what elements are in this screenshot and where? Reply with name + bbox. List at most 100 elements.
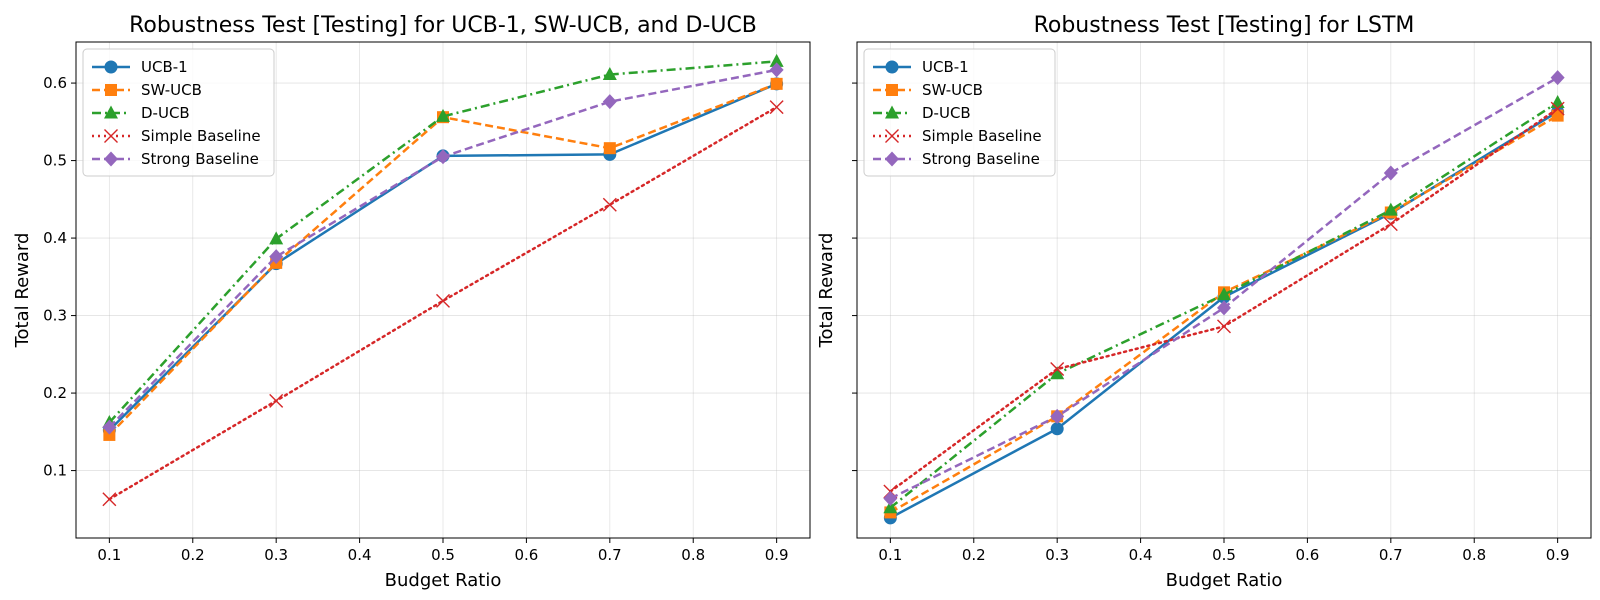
legend-box: [82, 48, 275, 177]
x-axis: 0.1 0.2 0.3 0.4 0.5 0.6 0.7 0.8 0.9: [878, 538, 1570, 564]
legend-marker: [885, 105, 899, 119]
legend-label: Simple Baseline: [141, 127, 261, 145]
x-axis-label: Budget Ratio: [1166, 570, 1283, 591]
legend-marker: [105, 84, 117, 96]
legend-label: Strong Baseline: [141, 150, 259, 168]
series-3-point: [1383, 202, 1398, 216]
x-tick-label: 0.6: [1295, 546, 1319, 564]
x-tick-label: 0.1: [878, 546, 902, 564]
y-tick-label: 0.3: [43, 307, 67, 325]
series-4-point: [769, 100, 784, 115]
series-2-point: [103, 428, 116, 441]
legend-box: [863, 48, 1056, 177]
series-5-point: [102, 419, 117, 435]
series-line-4: [108, 105, 778, 501]
y-tick-label: 0.6: [43, 74, 67, 92]
x-tick-label: 0.3: [264, 546, 288, 564]
series-5-point: [436, 149, 450, 165]
series-3-point: [436, 108, 450, 122]
series-3-point: [883, 500, 898, 514]
series-3-point: [769, 53, 784, 67]
series-line-3: [108, 60, 777, 424]
series-3-point: [602, 67, 617, 81]
x-tick-label: 0.1: [97, 546, 121, 564]
chart-title: Robustness Test [Testing] for UCB-1, SW-…: [129, 13, 757, 38]
x-tick-label: 0.6: [514, 546, 538, 564]
x-tick-label: 0.2: [181, 546, 205, 564]
series-5-point: [269, 249, 284, 265]
x-tick-label: 0.5: [431, 546, 455, 564]
legend-marker: [104, 151, 118, 167]
x-tick-label: 0.3: [1045, 546, 1069, 564]
legend-label: SW-UCB: [141, 81, 202, 99]
y-tick-label: 0.1: [43, 462, 67, 480]
y-tick-label: 0.2: [43, 384, 67, 402]
series-3-point: [1217, 287, 1231, 301]
series-3-point: [1550, 94, 1565, 108]
series-5-point: [1050, 408, 1065, 424]
series-4-point: [269, 393, 284, 408]
series-5-point: [602, 94, 617, 110]
series-4-point: [1050, 362, 1065, 377]
y-axis: 0.1 0.2 0.3 0.4 0.5 0.6: [43, 74, 76, 480]
series-4-point: [1550, 101, 1565, 116]
x-tick-label: 0.7: [598, 546, 622, 564]
series-4-point: [1217, 319, 1231, 334]
series-1-point: [1050, 422, 1064, 436]
x-tick-label: 0.9: [1546, 546, 1570, 564]
legend-label: D-UCB: [922, 104, 971, 122]
series-5-point: [883, 490, 898, 506]
series-2-point: [1551, 109, 1564, 122]
chart-title: Robustness Test [Testing] for LSTM: [1034, 13, 1415, 38]
series-4-point: [1383, 217, 1398, 232]
series-group: [883, 70, 1565, 525]
legend-marker: [885, 129, 899, 143]
series-4-point: [602, 197, 617, 212]
legend-label: UCB-1: [141, 58, 188, 76]
series-2-point: [770, 77, 783, 90]
series-4-point: [102, 492, 117, 507]
series-2-point: [603, 142, 616, 155]
y-axis: [852, 82, 857, 472]
series-5-point: [1383, 165, 1398, 181]
legend-label: UCB-1: [922, 58, 969, 76]
y-axis-label: Total Reward: [816, 233, 837, 349]
legend-marker: [104, 129, 118, 143]
legend-marker: [885, 151, 899, 167]
x-tick-label: 0.8: [1462, 546, 1486, 564]
chart-panel-2: 0.1 0.2 0.3 0.4 0.5 0.6 0.7 0.8 0.9 UCB-1 SW-UCB D-…: [816, 13, 1592, 591]
series-5-point: [769, 62, 784, 78]
plot-frame: [75, 41, 811, 539]
legend-label: Simple Baseline: [922, 127, 1042, 145]
series-3-point: [1050, 366, 1065, 380]
x-tick-label: 0.2: [962, 546, 986, 564]
series-5-point: [1550, 70, 1565, 86]
x-axis: 0.1 0.2 0.3 0.4 0.5 0.6 0.7 0.8 0.9: [97, 538, 789, 564]
x-axis-label: Budget Ratio: [385, 570, 502, 591]
series-3-point: [269, 231, 284, 245]
legend: UCB-1 SW-UCB D-UCB Simple Baseline Strong Ba…: [863, 48, 1056, 177]
legend-label: SW-UCB: [922, 81, 983, 99]
x-tick-label: 0.9: [765, 546, 789, 564]
series-5-point: [1217, 300, 1231, 316]
x-tick-label: 0.8: [681, 546, 705, 564]
chart-panel-1: 0.1 0.2 0.3 0.4 0.5 0.6 0.7 0.8 0.90.10.20.30.40…: [12, 13, 811, 591]
legend-marker: [104, 105, 118, 119]
legend-label: Strong Baseline: [922, 150, 1040, 168]
x-tick-label: 0.4: [348, 546, 372, 564]
series-group: [102, 53, 784, 507]
series-4-point: [436, 293, 450, 308]
legend-marker: [885, 60, 899, 74]
y-axis-label: Total Reward: [12, 233, 33, 349]
x-tick-label: 0.5: [1212, 546, 1236, 564]
y-tick-label: 0.4: [43, 229, 67, 247]
legend-marker: [886, 84, 898, 96]
series-line-3: [889, 101, 1559, 509]
x-tick-label: 0.4: [1129, 546, 1153, 564]
plot-frame: [856, 41, 1592, 539]
legend: UCB-1 SW-UCB D-UCB Simple Baseline Strong Ba…: [82, 48, 275, 177]
y-tick-label: 0.5: [43, 152, 67, 170]
x-tick-label: 0.7: [1379, 546, 1403, 564]
legend-label: D-UCB: [141, 104, 190, 122]
